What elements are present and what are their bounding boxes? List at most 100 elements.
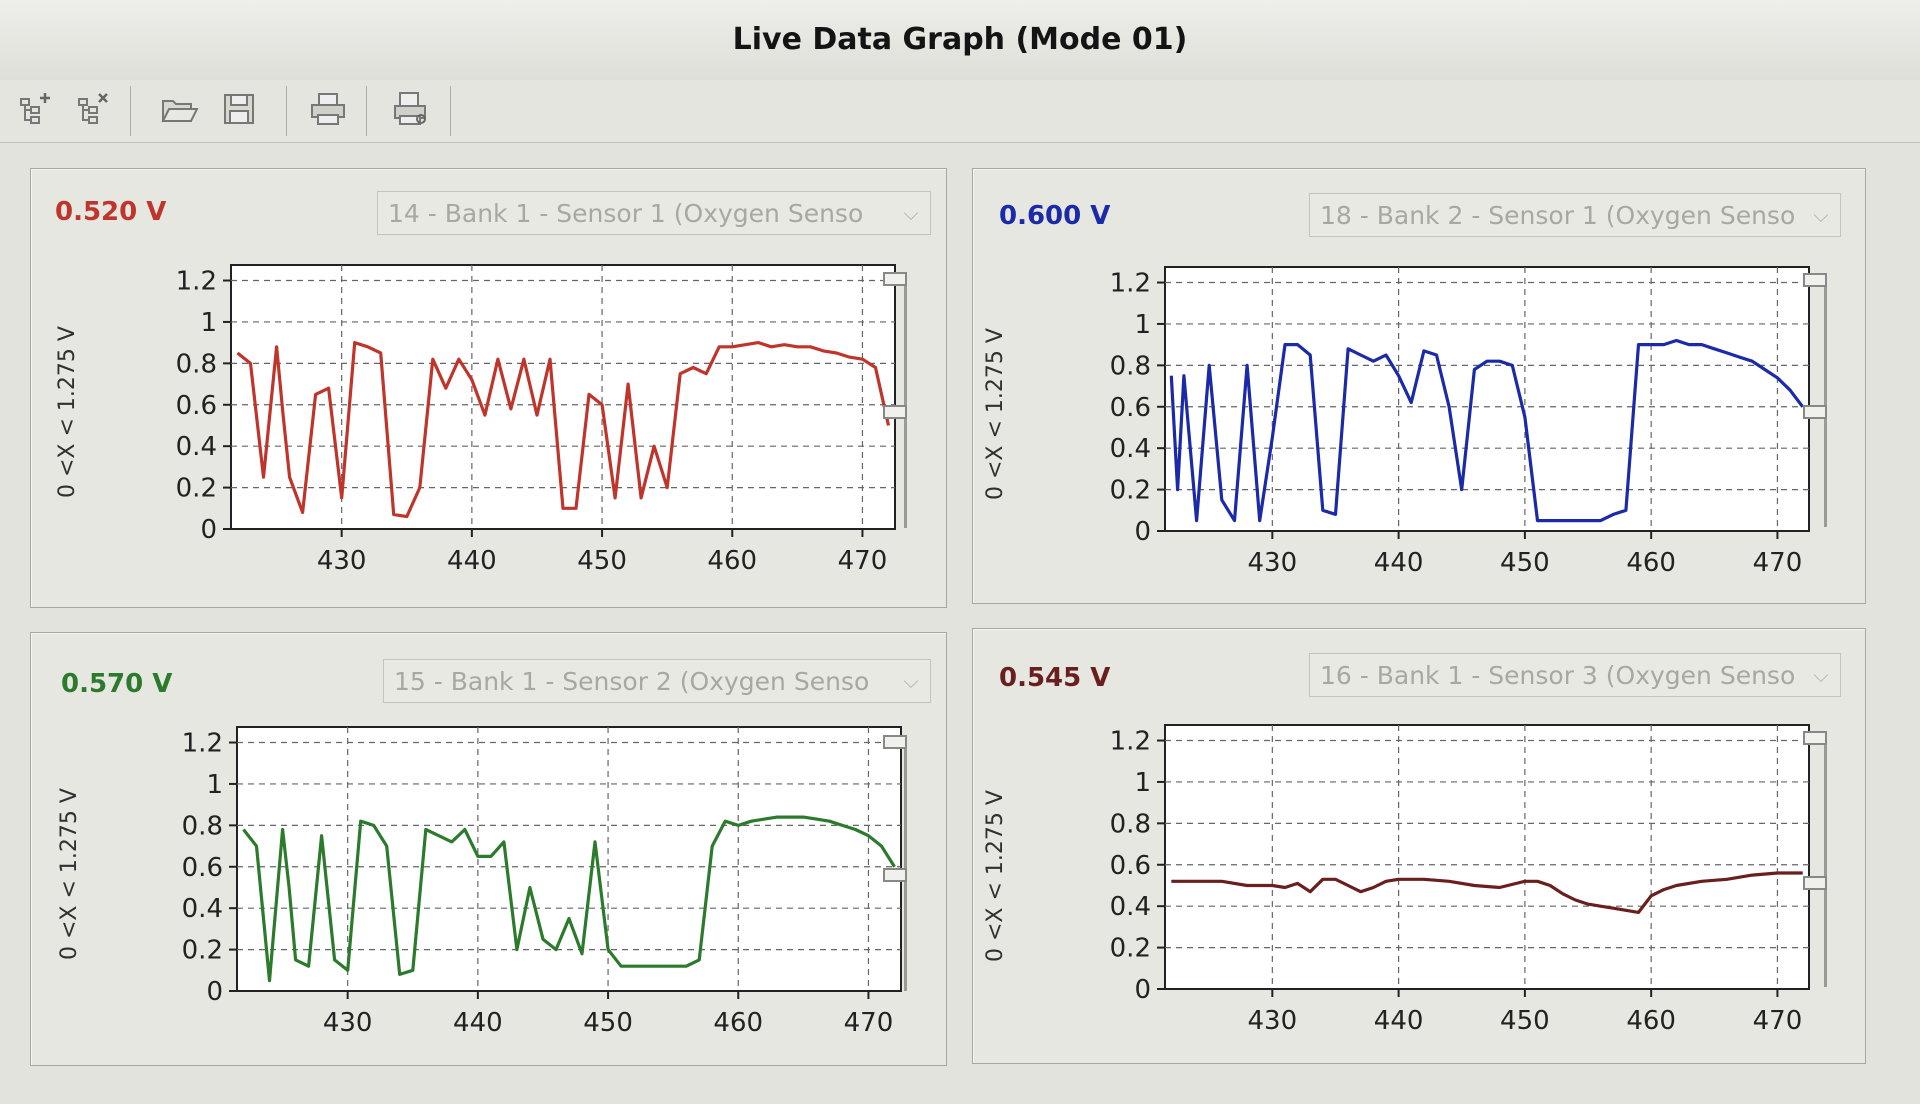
print-button[interactable] [305,86,351,132]
y-tick-label: 0 [1134,517,1151,547]
x-tick-label: 450 [1500,548,1550,578]
slider-track [904,735,907,991]
chevron-down-icon[interactable]: ⌵ [903,201,919,225]
slider-track [904,272,907,528]
x-tick-label: 430 [1248,548,1298,578]
y-range-label: 0 <X < 1.275 V [983,790,1008,962]
open-folder-icon [161,100,199,122]
plot-area [236,726,902,992]
y-tick-label: 1 [206,770,223,800]
current-reading: 0.570 V [61,669,173,699]
print-preview-button[interactable] [388,86,434,132]
toolbar-separator [286,86,287,136]
y-range-label: 0 <X < 1.275 V [55,326,80,498]
chevron-down-icon[interactable]: ⌵ [1813,203,1829,227]
save-disk-icon [224,94,254,124]
slider-top-thumb[interactable] [883,272,907,286]
y-tick-label: 0.2 [1110,934,1151,964]
x-tick-label: 460 [1626,548,1676,578]
y-tick-label: 0.6 [1110,393,1151,423]
chevron-down-icon[interactable]: ⌵ [1813,663,1829,687]
slider-track [1824,273,1827,527]
x-tick-label: 440 [1374,1006,1424,1036]
x-tick-label: 470 [1753,1006,1803,1036]
remove-pid-icon [78,93,108,124]
y-tick-label: 0.4 [1110,892,1151,922]
slider-level-thumb[interactable] [1803,405,1827,419]
current-reading: 0.520 V [55,197,167,227]
line-chart: 0 0.2 0.4 0.6 0.8 1 1.2 430 440 450 460 470 [176,264,896,576]
pid-selector-value: 16 - Bank 1 - Sensor 3 (Oxygen Senso [1320,661,1796,690]
plot-area [1164,724,1810,990]
toolbar-separator [130,86,131,136]
y-scale-slider[interactable] [883,735,913,991]
line-chart: 0 0.2 0.4 0.6 0.8 1 1.2 430 440 450 460 470 [1110,724,1810,1036]
y-range-label: 0 <X < 1.275 V [983,328,1008,500]
y-tick-label: 1 [200,308,217,338]
y-tick-label: 1 [1134,768,1151,798]
y-tick-label: 0.4 [176,432,217,462]
slider-track [1824,731,1827,987]
x-tick-label: 450 [583,1008,633,1038]
title-bar: Live Data Graph (Mode 01) [0,0,1920,81]
add-pid-button[interactable] [12,86,58,132]
x-tick-label: 460 [1626,1006,1676,1036]
chevron-down-icon[interactable]: ⌵ [903,669,919,693]
pid-selector[interactable]: 15 - Bank 1 - Sensor 2 (Oxygen Senso ⌵ [383,659,931,703]
line-chart: 0 0.2 0.4 0.6 0.8 1 1.2 430 440 450 460 470 [182,726,902,1038]
x-tick-label: 440 [1374,548,1424,578]
y-tick-label: 0 [1134,975,1151,1005]
y-tick-label: 0.8 [1110,809,1151,839]
slider-level-thumb[interactable] [1803,876,1827,890]
x-tick-label: 460 [707,546,757,576]
plot-area [1164,266,1810,532]
pid-selector-value: 14 - Bank 1 - Sensor 1 (Oxygen Senso [388,199,864,228]
x-tick-label: 430 [317,546,367,576]
open-button[interactable] [156,86,202,132]
print-preview-icon [394,92,426,125]
pid-selector[interactable]: 16 - Bank 1 - Sensor 3 (Oxygen Senso ⌵ [1309,653,1841,697]
slider-top-thumb[interactable] [883,735,907,749]
y-tick-label: 0 [200,515,217,545]
y-scale-slider[interactable] [883,272,913,528]
y-scale-slider[interactable] [1803,273,1833,527]
current-reading: 0.545 V [999,663,1111,693]
y-tick-label: 1.2 [1110,727,1151,757]
pid-selector[interactable]: 14 - Bank 1 - Sensor 1 (Oxygen Senso ⌵ [377,191,931,235]
line-chart: 0 0.2 0.4 0.6 0.8 1 1.2 430 440 450 460 470 [1110,266,1810,578]
series-line [242,815,896,983]
window-title: Live Data Graph (Mode 01) [732,22,1188,57]
x-tick-label: 470 [838,546,888,576]
x-tick-label: 470 [1753,548,1803,578]
x-tick-label: 470 [844,1008,894,1038]
slider-level-thumb[interactable] [883,868,907,882]
y-tick-label: 0.6 [182,853,223,883]
y-tick-label: 0.8 [182,811,223,841]
slider-top-thumb[interactable] [1803,731,1827,745]
y-tick-label: 0.4 [182,894,223,924]
x-tick-label: 460 [713,1008,763,1038]
remove-pid-button[interactable] [70,86,116,132]
slider-top-thumb[interactable] [1803,273,1827,287]
current-reading: 0.600 V [999,201,1111,231]
y-tick-label: 0.8 [1110,351,1151,381]
x-tick-label: 430 [323,1008,373,1038]
y-tick-label: 0.6 [176,391,217,421]
y-tick-label: 0.2 [1110,476,1151,506]
y-scale-slider[interactable] [1803,731,1833,987]
save-button[interactable] [216,86,262,132]
graph-panel-bank1-sensor2: 0.570 V 15 - Bank 1 - Sensor 2 (Oxygen S… [30,632,947,1066]
y-tick-label: 1.2 [176,267,217,297]
y-tick-label: 0.2 [182,936,223,966]
graph-panel-bank1-sensor3: 0.545 V 16 - Bank 1 - Sensor 3 (Oxygen S… [972,628,1866,1064]
x-tick-label: 440 [447,546,497,576]
x-tick-label: 450 [577,546,627,576]
slider-level-thumb[interactable] [883,405,907,419]
printer-icon [311,93,345,125]
y-tick-label: 1.2 [1110,269,1151,299]
pid-selector[interactable]: 18 - Bank 2 - Sensor 1 (Oxygen Senso ⌵ [1309,193,1841,237]
y-range-label: 0 <X < 1.275 V [57,788,82,960]
x-tick-label: 450 [1500,1006,1550,1036]
y-tick-label: 0.8 [176,349,217,379]
